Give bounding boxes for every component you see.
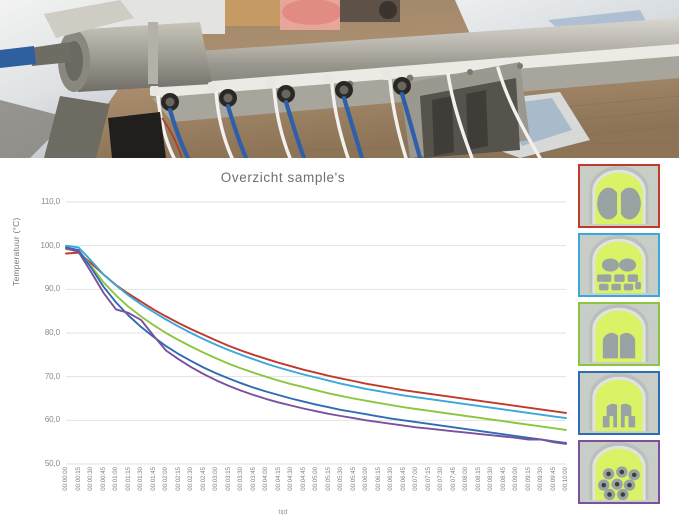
x-tick-label: 00:01:15 <box>124 467 132 491</box>
x-tick-label: 00:09:30 <box>537 467 544 491</box>
x-tick-label: 00:00:30 <box>87 467 94 491</box>
x-tick-label: 00:07:30 <box>437 467 444 491</box>
x-axis-ticks: 00:00:00 00:00:15 00:00:30 00:00:45 00:01:00… <box>0 158 570 512</box>
machine-photo-graphic <box>0 0 679 158</box>
x-tick-label: 00:08:30 <box>487 467 494 491</box>
x-tick-label: 00:03:45 <box>249 467 257 491</box>
sample-2-cross-section[interactable] <box>578 233 660 297</box>
x-tick-label: 00:03:30 <box>237 467 244 491</box>
x-tick-label: 00:01:45 <box>149 467 157 491</box>
gridlines <box>66 201 566 465</box>
x-tick-label: 00:06:30 <box>387 467 394 491</box>
x-tick-label: 00:01:00 <box>112 467 119 491</box>
x-tick-label: 00:08:45 <box>499 467 507 491</box>
sample-3-cross-section[interactable] <box>578 302 660 366</box>
x-tick-label: 00:07:15 <box>424 467 432 491</box>
x-tick-label: 00:08:15 <box>474 467 482 491</box>
x-tick-label: 00:02:30 <box>187 467 194 491</box>
x-tick-label: 00:05:45 <box>349 467 357 491</box>
chart-svg <box>65 201 567 465</box>
x-axis-title: tijd <box>278 509 288 515</box>
series-line <box>65 246 567 444</box>
x-tick-label: 00:10:00 <box>562 467 569 491</box>
x-tick-label: 00:01:30 <box>137 467 144 491</box>
y-tick-label: 100,0 <box>40 240 60 250</box>
sample-thumbnail-strip <box>578 164 664 508</box>
series-line <box>65 247 567 445</box>
x-tick-label: 00:07:00 <box>412 467 419 491</box>
x-tick-label: 00:06:45 <box>399 467 407 491</box>
sample-4-cross-section[interactable] <box>578 371 660 435</box>
y-tick-label: 90,0 <box>44 284 60 294</box>
x-tick-label: 00:05:00 <box>312 467 319 491</box>
y-tick-label: 80,0 <box>44 328 60 337</box>
x-tick-label: 00:09:00 <box>512 467 519 491</box>
x-tick-label: 00:09:45 <box>549 467 557 491</box>
series-line <box>65 251 567 414</box>
x-tick-label: 00:04:00 <box>262 467 269 491</box>
series-line <box>65 248 567 431</box>
x-tick-label: 00:04:30 <box>287 467 294 491</box>
x-tick-label: 00:06:00 <box>362 467 369 491</box>
y-tick-label: 50,0 <box>44 459 60 468</box>
y-tick-label: 70,0 <box>44 371 60 381</box>
x-tick-label: 00:03:00 <box>212 467 219 491</box>
series-line <box>65 244 567 420</box>
x-tick-label: 00:02:45 <box>199 467 207 491</box>
x-tick-label: 00:05:15 <box>324 467 332 491</box>
chart-panel: Overzicht sample's Temperatuur (°C) 110,… <box>0 158 679 515</box>
machine-photo <box>0 0 679 158</box>
chart-title: Overzicht sample's <box>220 170 346 185</box>
x-tick-label: 00:04:15 <box>274 467 282 491</box>
x-tick-label: 00:00:45 <box>99 467 107 491</box>
x-tick-label: 00:00:00 <box>62 467 69 491</box>
series-lines <box>65 244 567 445</box>
x-tick-label: 00:05:30 <box>337 467 344 491</box>
y-tick-label: 110,0 <box>41 197 60 206</box>
x-tick-label: 00:04:45 <box>299 467 307 491</box>
x-tick-label: 00:08:00 <box>462 467 469 491</box>
sample-5-cross-section[interactable] <box>578 440 660 504</box>
x-tick-label: 00:07:45 <box>449 467 457 491</box>
x-tick-label: 00:02:00 <box>162 467 169 491</box>
y-tick-label: 60,0 <box>44 415 60 425</box>
x-tick-label: 00:09:15 <box>524 467 532 491</box>
x-tick-label: 00:03:15 <box>224 467 232 491</box>
x-tick-label: 00:02:15 <box>174 467 182 491</box>
x-tick-label: 00:06:15 <box>374 467 382 491</box>
sample-1-cross-section[interactable] <box>578 164 660 228</box>
x-tick-label: 00:00:15 <box>74 467 82 491</box>
plot-area: Temperatuur (°C) 110,0 100,0 90,0 80,0 70,0 6… <box>0 158 570 515</box>
